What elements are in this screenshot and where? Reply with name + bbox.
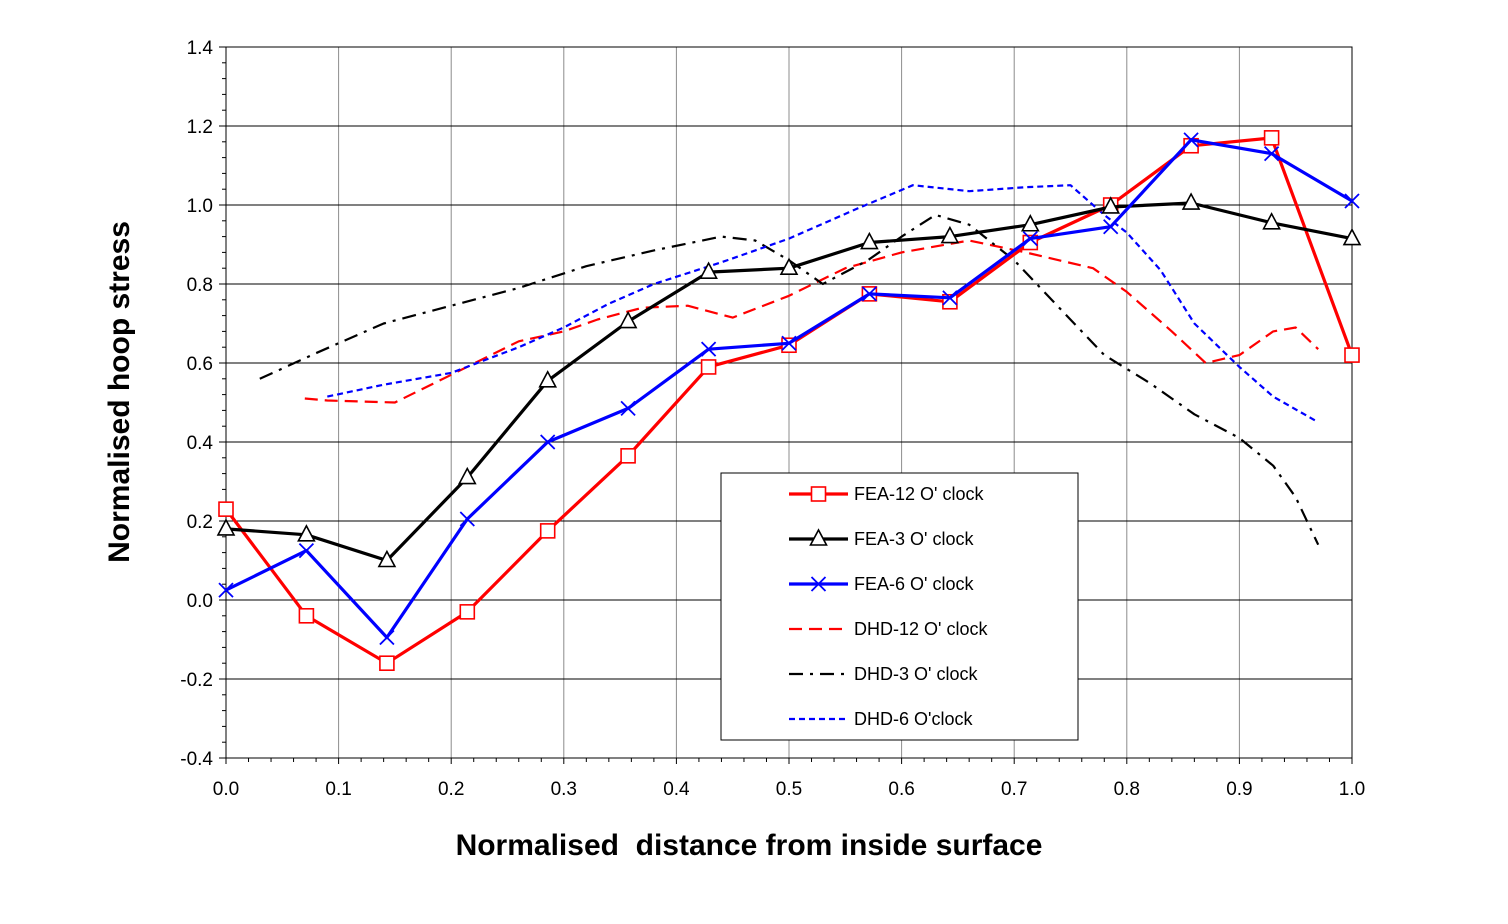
series-5 bbox=[327, 184, 1319, 424]
data-point bbox=[218, 582, 234, 598]
data-point bbox=[1263, 130, 1280, 146]
y-tick-label: -0.4 bbox=[180, 749, 213, 770]
legend-entry: FEA-6 O' clock bbox=[789, 574, 974, 594]
series-3 bbox=[304, 239, 1319, 404]
y-tick-label: 0.2 bbox=[187, 512, 213, 533]
data-point bbox=[377, 549, 397, 568]
y-tick-label: 0.6 bbox=[187, 354, 213, 375]
legend: FEA-12 O' clock FEA-3 O' clock FEA-6 O' cl… bbox=[720, 472, 1079, 741]
data-point bbox=[1344, 347, 1360, 363]
legend-label: DHD-3 O' clock bbox=[854, 664, 978, 684]
x-tick-label: 0.1 bbox=[325, 779, 351, 800]
x-tick-label: 0.7 bbox=[1001, 779, 1027, 800]
y-tick-label: -0.2 bbox=[180, 670, 213, 691]
data-point bbox=[700, 341, 717, 357]
data-point bbox=[781, 335, 797, 351]
series-line bbox=[327, 184, 1319, 424]
data-point bbox=[457, 466, 477, 485]
data-point bbox=[942, 290, 958, 306]
legend-box bbox=[720, 472, 1079, 741]
data-point bbox=[1342, 227, 1362, 246]
data-point bbox=[298, 607, 315, 624]
data-point bbox=[216, 518, 236, 536]
data-point bbox=[620, 400, 636, 417]
legend-entry: FEA-12 O' clock bbox=[789, 484, 984, 504]
legend-entry: DHD-6 O'clock bbox=[789, 709, 973, 729]
data-point bbox=[700, 359, 717, 375]
data-point bbox=[940, 225, 960, 244]
data-point bbox=[540, 434, 556, 450]
x-tick-label: 0.0 bbox=[213, 779, 239, 800]
data-point bbox=[1183, 132, 1199, 148]
x-tick-label: 0.5 bbox=[776, 779, 802, 800]
data-point bbox=[861, 286, 878, 302]
data-point bbox=[1020, 214, 1040, 232]
y-tick-label: 0.4 bbox=[187, 433, 214, 454]
data-point bbox=[699, 261, 718, 279]
legend-marker bbox=[810, 486, 827, 502]
y-tick-label: 0.8 bbox=[187, 275, 213, 296]
data-point bbox=[1344, 193, 1360, 209]
legend-entry: DHD-3 O' clock bbox=[789, 664, 978, 684]
data-point bbox=[298, 542, 315, 559]
data-point bbox=[539, 523, 556, 539]
x-tick-label: 0.9 bbox=[1226, 779, 1252, 800]
data-point bbox=[1022, 230, 1038, 247]
data-point bbox=[779, 257, 799, 276]
data-point bbox=[618, 310, 638, 329]
x-tick-label: 0.6 bbox=[888, 779, 914, 800]
legend-label: FEA-6 O' clock bbox=[854, 574, 974, 594]
data-point bbox=[1101, 196, 1121, 214]
legend-marker bbox=[809, 528, 828, 546]
data-point bbox=[459, 604, 476, 620]
data-point bbox=[538, 370, 558, 388]
x-tick-label: 0.3 bbox=[551, 779, 577, 800]
legend-entry: FEA-3 O' clock bbox=[789, 528, 974, 549]
data-point bbox=[459, 511, 475, 527]
series-line bbox=[304, 239, 1319, 404]
axis-ticks: 0.0 0.1 0.2 0.3 0.4 0.5 0.6 0.7 0.8 0.9 1.0 -0.4 -0.… bbox=[180, 38, 1365, 800]
y-axis-title: Normalised hoop stress bbox=[103, 221, 136, 563]
x-tick-label: 0.2 bbox=[438, 779, 464, 800]
x-axis-title: Normalised distance from inside surface bbox=[456, 829, 1043, 862]
legend-label: FEA-3 O' clock bbox=[854, 529, 974, 549]
data-point bbox=[860, 231, 879, 250]
legend-entry: DHD-12 O' clock bbox=[789, 619, 988, 639]
legend-marker bbox=[810, 576, 827, 592]
series-1 bbox=[216, 192, 1362, 568]
data-point bbox=[297, 524, 316, 542]
data-point bbox=[1181, 192, 1201, 210]
data-point bbox=[1262, 212, 1281, 230]
y-tick-label: 1.4 bbox=[187, 38, 214, 59]
legend-label: DHD-12 O' clock bbox=[854, 619, 988, 639]
y-tick-label: 1.0 bbox=[187, 196, 213, 217]
data-point bbox=[620, 448, 636, 464]
data-point bbox=[379, 655, 395, 672]
x-tick-label: 0.4 bbox=[663, 779, 690, 800]
data-point bbox=[1103, 219, 1119, 235]
data-point bbox=[218, 501, 234, 517]
legend-label: DHD-6 O'clock bbox=[854, 709, 973, 729]
x-tick-label: 1.0 bbox=[1339, 779, 1365, 800]
y-tick-label: 0.0 bbox=[187, 591, 213, 612]
data-point bbox=[379, 629, 395, 646]
x-tick-label: 0.8 bbox=[1114, 779, 1140, 800]
data-point bbox=[1263, 146, 1280, 162]
y-tick-label: 1.2 bbox=[187, 117, 213, 138]
legend-label: FEA-12 O' clock bbox=[854, 484, 984, 504]
series-2 bbox=[218, 132, 1360, 646]
series-layer bbox=[216, 130, 1362, 672]
